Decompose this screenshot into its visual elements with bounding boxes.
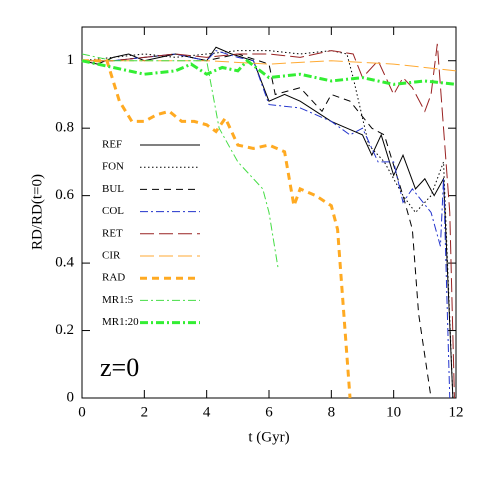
legend-label: RET	[102, 227, 123, 239]
x-tick-label: 10	[386, 404, 401, 420]
data-line	[81, 53, 279, 270]
legend-label: COL	[102, 205, 124, 217]
x-tick-label: 4	[203, 404, 211, 420]
y-tick-label: 0	[67, 389, 75, 405]
x-tick-label: 2	[141, 404, 149, 420]
data-line	[82, 43, 455, 399]
legend-label: RAD	[102, 272, 125, 284]
data-line	[81, 46, 454, 399]
y-tick-label: 0.6	[55, 187, 74, 203]
data-line	[82, 60, 457, 72]
legend-label: BUL	[102, 183, 124, 195]
x-tick-label: 12	[449, 404, 464, 420]
annotation: z=0	[100, 353, 139, 382]
x-tick-label: 6	[265, 404, 273, 420]
x-tick-label: 0	[78, 404, 86, 420]
x-axis-label: t (Gyr)	[248, 429, 289, 445]
legend-label: REF	[102, 139, 122, 151]
legend-label: MR1:20	[102, 316, 139, 328]
data-line	[81, 50, 454, 399]
data-line	[82, 53, 432, 399]
x-tick-label: 8	[328, 404, 336, 420]
data-line	[81, 58, 457, 86]
y-axis-label: RD/RD(t=0)	[29, 174, 45, 250]
legend-label: MR1:5	[102, 294, 134, 306]
data-line	[82, 59, 352, 399]
data-line	[82, 50, 451, 399]
y-tick-label: 0.8	[55, 120, 74, 136]
y-tick-label: 0.4	[55, 255, 74, 271]
legend-label: CIR	[102, 250, 121, 262]
y-tick-label: 1	[67, 52, 75, 68]
legend-label: FON	[102, 161, 124, 173]
y-tick-label: 0.2	[55, 322, 74, 338]
